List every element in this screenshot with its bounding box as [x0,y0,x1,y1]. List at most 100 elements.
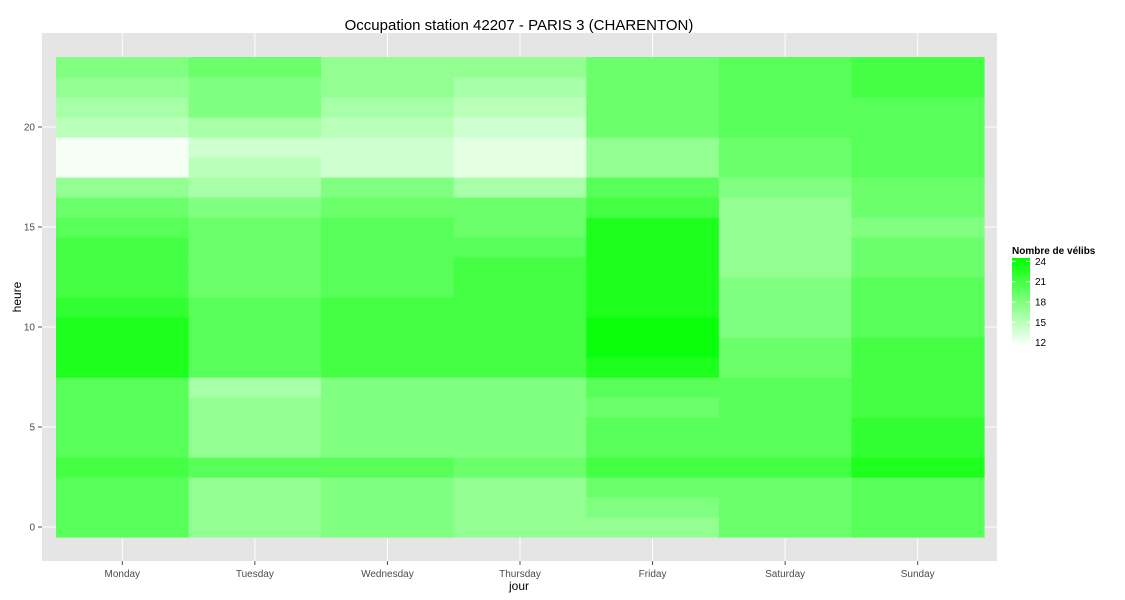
heatmap-tile [453,517,587,538]
heatmap-tile [718,317,853,338]
heatmap-tile [453,77,587,98]
heatmap-tile [321,457,455,478]
heatmap-tile [188,337,322,358]
heatmap-tile [453,217,587,238]
legend: Nombre de vélibs 24 21 18 15 12 [1012,246,1096,349]
heatmap-tile [188,217,322,238]
heatmap-tile [718,197,853,218]
heatmap-tile [851,397,985,418]
heatmap-tile [718,497,853,518]
heatmap-tile [453,457,587,478]
heatmap-tile [586,477,720,498]
heatmap-tile [586,97,720,118]
heatmap-tile [586,257,720,278]
heatmap-tile [586,497,720,518]
heatmap-tile [586,437,720,458]
heatmap-tile [851,457,985,478]
heatmap-tile [56,237,190,258]
heatmap-tile [321,337,455,358]
heatmap-tile [56,457,190,478]
heatmap-tile [453,297,587,318]
heatmap-tile [321,297,455,318]
heatmap-tile [586,217,720,238]
heatmap-tile [851,237,985,258]
heatmap-tile [453,497,587,518]
heatmap-tile [56,417,190,438]
heatmap-tile [321,197,455,218]
heatmap-tile [56,377,190,398]
heatmap-tile [188,257,322,278]
heatmap-tile [321,477,455,498]
heatmap-tile [718,457,853,478]
heatmap-tile [56,97,190,118]
heatmap-tile [586,157,720,178]
heatmap-tile [851,517,985,538]
heatmap-tile [586,57,720,78]
heatmap-tile [56,77,190,98]
heatmap-tile [718,157,853,178]
heatmap-tile [718,517,853,538]
heatmap-tile [851,377,985,398]
heatmap-tile [321,497,455,518]
heatmap-tile [321,437,455,458]
heatmap-tile [453,237,587,258]
y-tick-label: 5 [29,423,35,434]
heatmap-tile [188,137,322,158]
heatmap-tile [188,497,322,518]
heatmap-tile [851,337,985,358]
heatmap-tile [321,257,455,278]
heatmap-tile [321,157,455,178]
heatmap-tile [321,417,455,438]
legend-title: Nombre de vélibs [1012,246,1096,257]
heatmap-tile [851,77,985,98]
heatmap-tile [718,137,853,158]
heatmap-tile [586,117,720,138]
heatmap-tile [321,357,455,378]
heatmap-tile [718,297,853,318]
heatmap-tile [56,337,190,358]
heatmap-tile [56,157,190,178]
heatmap-tile [188,317,322,338]
heatmap-tile [56,357,190,378]
heatmap-tile [56,177,190,198]
y-tick-label: 0 [29,523,35,534]
heatmap-tile [188,397,322,418]
heatmap-tile [718,117,853,138]
heatmap-tile [56,517,190,538]
heatmap-tile [453,57,587,78]
heatmap-tile [56,297,190,318]
legend-label: 24 [1035,257,1047,268]
heatmap-tile [586,337,720,358]
heatmap-tile [453,397,587,418]
heatmap-tile [851,317,985,338]
heatmap-tile [188,57,322,78]
heatmap-tile [56,437,190,458]
heatmap-tile [851,117,985,138]
heatmap-tile [453,417,587,438]
heatmap-tile [56,197,190,218]
heatmap-tile [188,237,322,258]
heatmap-tile [453,97,587,118]
x-tick-label: Sunday [901,569,935,580]
heatmap-tile [718,77,853,98]
heatmap-tile [321,377,455,398]
heatmap-tile [851,257,985,278]
heatmap-tile [586,237,720,258]
x-tick-label: Friday [639,569,667,580]
heatmap-tile [453,377,587,398]
heatmap-tile [453,357,587,378]
heatmap-tile [453,277,587,298]
heatmap-tile [586,357,720,378]
heatmap-tile [321,177,455,198]
legend-label: 15 [1035,318,1047,329]
heatmap-tile [188,277,322,298]
heatmap-tile [321,237,455,258]
heatmap-tile [718,177,853,198]
heatmap-tile [453,197,587,218]
y-axis-ticks: 0 5 10 15 20 [24,123,42,534]
heatmap-tile [56,317,190,338]
heatmap-tile [718,377,853,398]
heatmap-tile [453,157,587,178]
heatmap-tile [188,177,322,198]
